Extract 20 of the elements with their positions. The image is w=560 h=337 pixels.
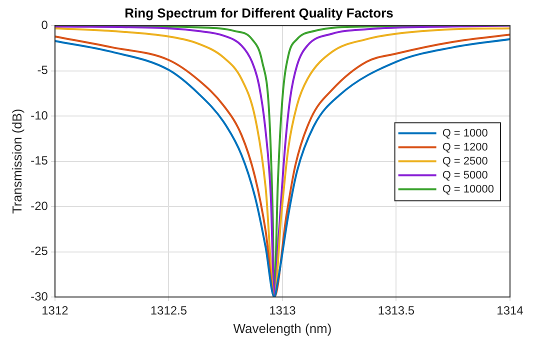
- x-tick-label: 1314: [496, 304, 524, 318]
- y-tick-label: -10: [30, 108, 48, 122]
- y-axis-title: Transmission (dB): [9, 108, 24, 214]
- y-tick-label: -25: [30, 244, 48, 258]
- legend-label: Q = 10000: [442, 183, 494, 196]
- y-tick-label: -20: [30, 198, 48, 213]
- y-tick-label: -30: [30, 289, 48, 304]
- y-tick-label: -15: [30, 154, 48, 168]
- x-tick-label: 1312: [42, 304, 69, 318]
- y-tick-label: 0: [41, 18, 48, 32]
- legend-label: Q = 5000: [442, 169, 488, 182]
- x-tick-label: 1312.5: [150, 304, 188, 318]
- legend-label: Q = 2500: [442, 155, 488, 168]
- x-tick-label: 1313: [269, 304, 296, 318]
- legend-label: Q = 1000: [442, 127, 488, 140]
- legend-label: Q = 1200: [442, 141, 488, 154]
- y-tick-label: -5: [37, 63, 48, 78]
- x-tick-label: 1313.5: [378, 304, 415, 318]
- chart-title: Ring Spectrum for Different Quality Factors: [124, 5, 394, 20]
- x-axis-title: Wavelength (nm): [233, 320, 332, 336]
